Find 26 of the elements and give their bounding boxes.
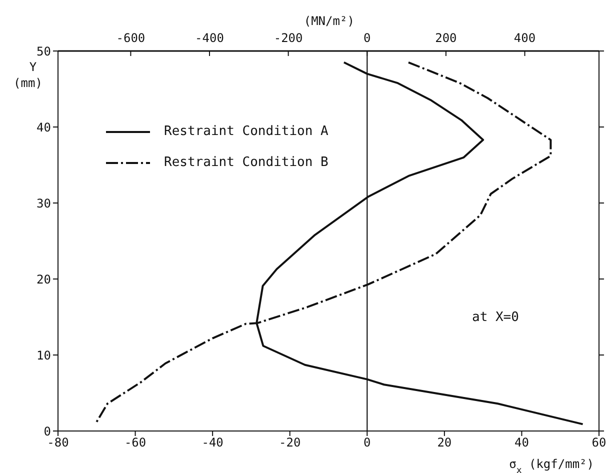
x2-tick-label: -600 [116,31,146,45]
x-axis-title: σ$_{x}$ (kgf/mm²) [509,457,594,473]
y-axis-title: Y (mm) [14,60,42,90]
x2-tick-label: 0 [364,31,371,45]
y-tick-label: 20 [36,272,51,286]
y-tick-label: 30 [36,196,51,210]
y-tick-label: 10 [36,348,51,362]
x-tick-label: -60 [124,436,146,450]
annotation: at X=0 [472,310,519,325]
x2-tick-label: 400 [514,31,536,45]
x-tick-label: -40 [202,436,224,450]
x-tick-label: 40 [514,436,529,450]
x2-tick-label: -400 [195,31,224,45]
y-tick-label: 0 [44,424,51,438]
x2-axis-title: (MN/m²) [304,14,354,28]
x-tick-label: -80 [47,436,69,450]
x-tick-label: 0 [364,436,371,450]
legend-label: Restraint Condition A [164,124,328,139]
x-tick-label: 20 [437,436,452,450]
x-tick-label: 60 [592,436,606,450]
y-tick-label: 40 [36,120,51,134]
x2-tick-label: -200 [274,31,303,45]
y-tick-label: 50 [36,44,51,58]
x2-tick-label: 200 [435,31,457,45]
legend-label: Restraint Condition B [164,155,328,170]
x-tick-label: -20 [279,436,301,450]
